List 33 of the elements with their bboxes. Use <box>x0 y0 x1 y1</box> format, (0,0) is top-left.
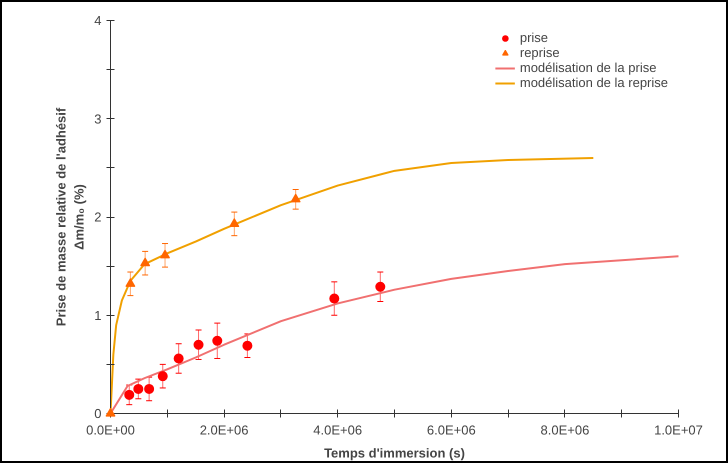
point <box>329 294 340 304</box>
x-tick-label: 6.0E+06 <box>426 422 476 438</box>
y-tick-label: 1 <box>94 308 102 323</box>
x-tick-label: 4.0E+06 <box>313 422 362 438</box>
legend-label: modélisation de la prise <box>520 60 656 75</box>
legend-label: reprise <box>520 45 560 60</box>
point <box>125 278 136 287</box>
point <box>158 371 168 382</box>
point <box>242 340 252 351</box>
point <box>160 250 170 258</box>
point <box>106 408 116 417</box>
point <box>194 340 204 350</box>
x-tick-label: 0.0E+00 <box>86 422 135 438</box>
y-axis-title: Prise de masse relative de l'adhésif Δm/m₀ (%) <box>53 107 86 326</box>
point <box>212 336 222 346</box>
point <box>133 384 144 394</box>
x-axis-title: Temps d'immersion (s) <box>324 446 465 460</box>
point <box>140 257 150 266</box>
point <box>144 384 154 394</box>
point <box>375 282 386 292</box>
legend-label: modélisation de la reprise <box>520 75 668 90</box>
y-tick-label: 2 <box>94 210 102 224</box>
point <box>290 194 301 202</box>
point <box>124 390 134 400</box>
y-tick-label: 4 <box>94 13 102 28</box>
y-tick-label: 3 <box>94 111 102 126</box>
point <box>174 353 184 364</box>
x-tick-label: 8.0E+06 <box>540 422 590 438</box>
point <box>229 218 240 227</box>
x-tick-label: 2.0E+06 <box>200 422 248 438</box>
x-tick-label: 1.0E+07 <box>654 422 703 438</box>
y-tick-label: 0 <box>94 406 102 421</box>
legend-label: prise <box>520 30 548 45</box>
